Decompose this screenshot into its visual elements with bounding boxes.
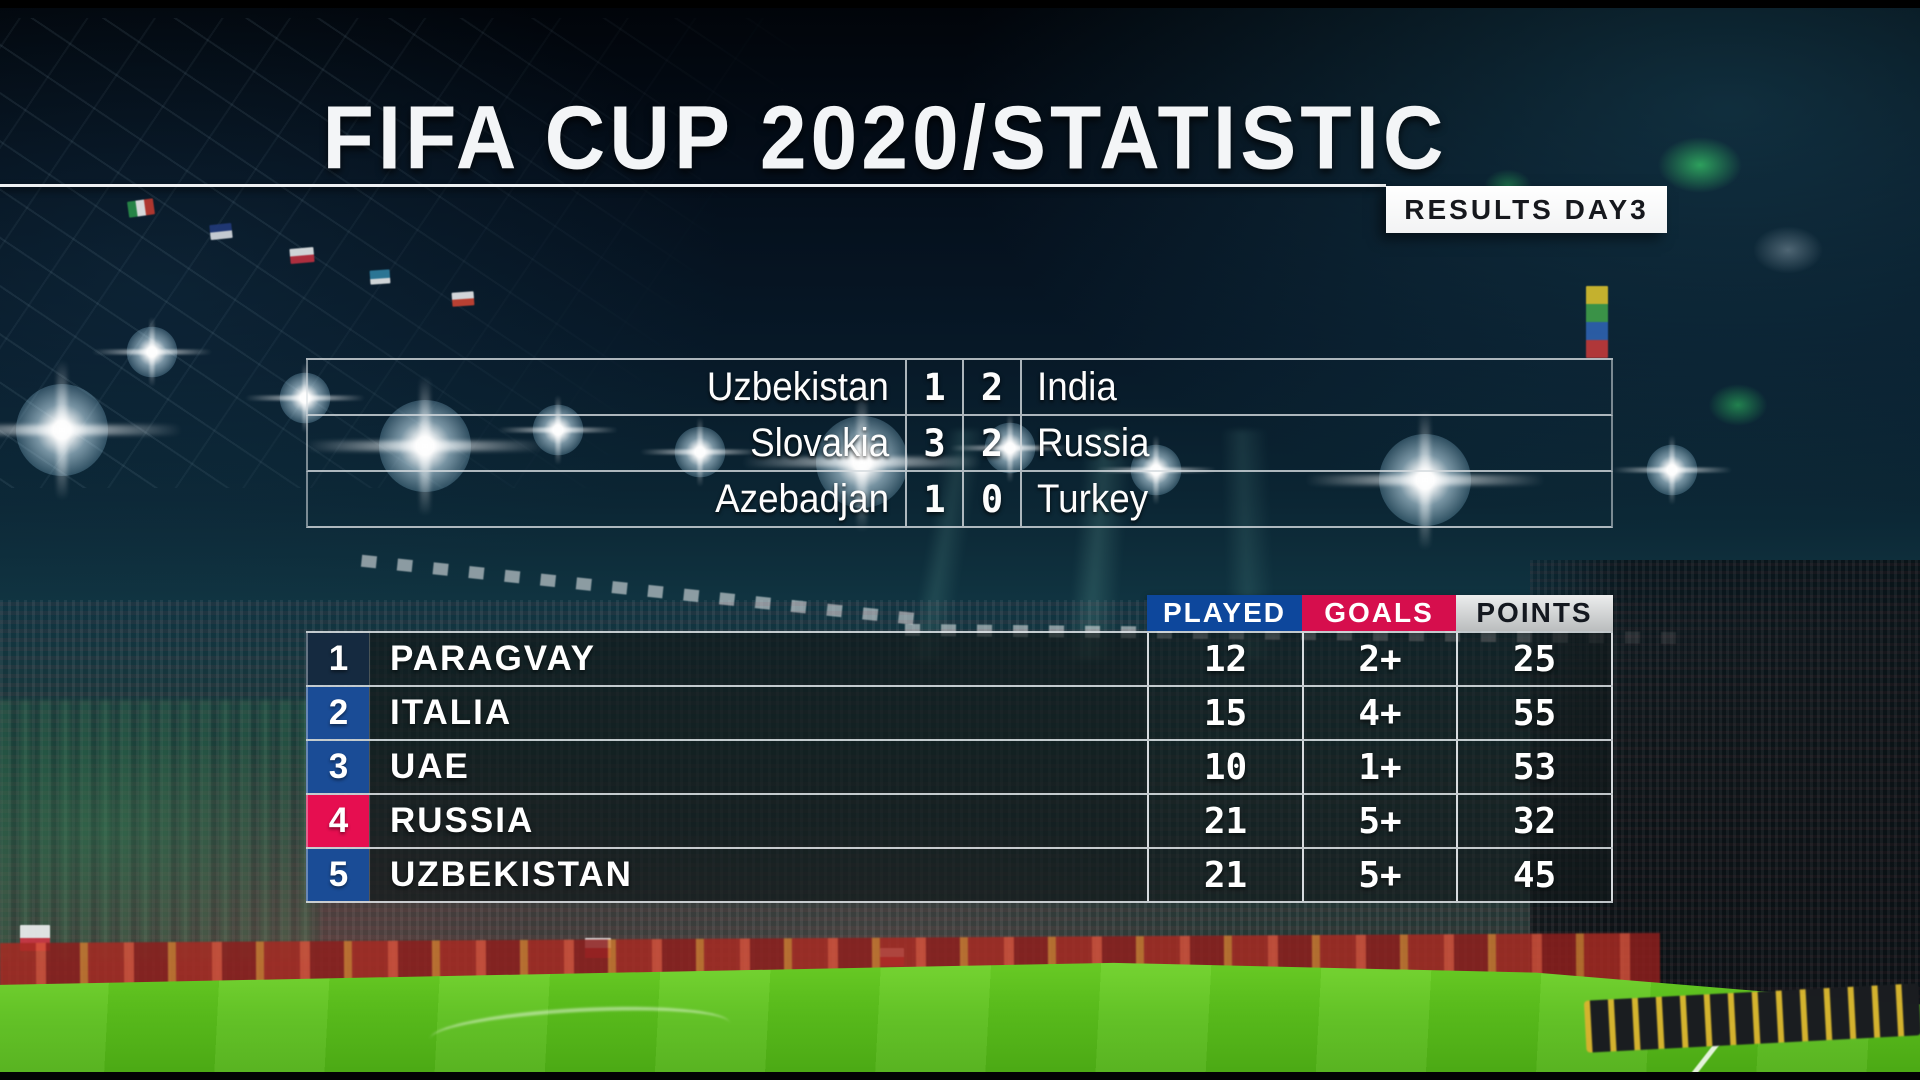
points-cell: 53 [1456,741,1613,793]
away-score-value: 2 [980,421,1004,465]
away-team: India [1020,360,1611,414]
match-row: Uzbekistan 1 2 India [306,360,1613,416]
letterbox-bottom [0,1072,1920,1080]
standings-row: 2 ITALIA 15 4+ 55 [306,687,1613,741]
rank-cell: 1 [306,633,369,685]
away-team: Russia [1020,416,1611,470]
away-score-value: 2 [980,365,1004,409]
goals-cell: 2+ [1302,633,1456,685]
results-day-badge: RESULTS DAY3 [1386,186,1667,233]
home-score-value: 3 [923,421,946,465]
header-goals: GOALS [1302,595,1456,631]
standings-row: 3 UAE 10 1+ 53 [306,741,1613,795]
team-cell: RUSSIA [369,795,1147,847]
home-score-value: 1 [923,365,946,409]
home-team-label: Uzbekistan [706,364,889,409]
away-team-label: India [1037,364,1117,409]
away-score-value: 0 [980,477,1004,521]
rank-cell: 4 [306,795,369,847]
page-title: FIFA CUP 2020/STATISTIC [322,87,1448,188]
played-cell: 21 [1147,795,1302,847]
home-team: Slovakia [308,416,905,470]
rank-cell: 5 [306,849,369,901]
header-points: POINTS [1456,595,1613,631]
played-cell: 10 [1147,741,1302,793]
match-row: Azebadjan 1 0 Turkey [306,472,1613,528]
team-cell: PARAGVAY [369,633,1147,685]
title-underline [0,184,1386,187]
goals-cell: 1+ [1302,741,1456,793]
match-row: Slovakia 3 2 Russia [306,416,1613,472]
team-cell: UAE [369,741,1147,793]
goals-cell: 5+ [1302,849,1456,901]
away-team-label: Turkey [1037,476,1149,521]
standings-header-row: PLAYED GOALS POINTS [1147,595,1613,631]
match-results-table: Uzbekistan 1 2 India Slovakia 3 2 Russia… [306,358,1613,528]
team-cell: UZBEKISTAN [369,849,1147,901]
home-score: 1 [905,472,962,526]
standings-row: 4 RUSSIA 21 5+ 32 [306,795,1613,849]
points-cell: 45 [1456,849,1613,901]
points-cell: 55 [1456,687,1613,739]
away-team-label: Russia [1037,420,1150,465]
standings-table: 1 PARAGVAY 12 2+ 25 2 ITALIA 15 4+ 55 3 … [306,631,1613,903]
header-played: PLAYED [1147,595,1302,631]
rank-cell: 2 [306,687,369,739]
home-score: 1 [905,360,962,414]
away-team: Turkey [1020,472,1611,526]
home-team-label: Azebadjan [715,476,889,521]
letterbox-top [0,0,1920,8]
away-score: 0 [962,472,1020,526]
standings-row: 5 UZBEKISTAN 21 5+ 45 [306,849,1613,903]
away-score: 2 [962,360,1020,414]
played-cell: 15 [1147,687,1302,739]
team-cell: ITALIA [369,687,1147,739]
home-team: Uzbekistan [308,360,905,414]
home-team-label: Slovakia [749,420,889,465]
home-score-value: 1 [923,477,946,521]
points-cell: 25 [1456,633,1613,685]
goals-cell: 4+ [1302,687,1456,739]
standings-row: 1 PARAGVAY 12 2+ 25 [306,633,1613,687]
points-cell: 32 [1456,795,1613,847]
rank-cell: 3 [306,741,369,793]
played-cell: 21 [1147,849,1302,901]
home-score: 3 [905,416,962,470]
home-team: Azebadjan [308,472,905,526]
played-cell: 12 [1147,633,1302,685]
goals-cell: 5+ [1302,795,1456,847]
away-score: 2 [962,416,1020,470]
